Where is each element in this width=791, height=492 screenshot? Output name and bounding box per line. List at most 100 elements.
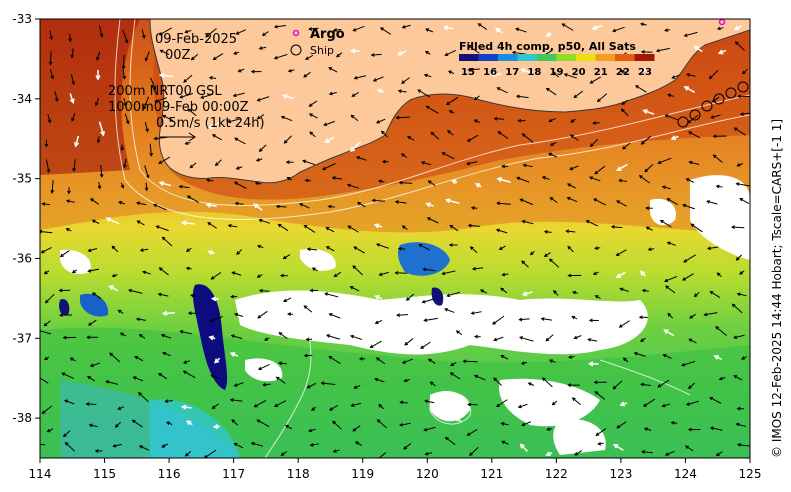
current-vector-head <box>425 202 431 208</box>
current-vector-head <box>667 312 672 317</box>
current-vector-head <box>213 358 220 364</box>
current-vector <box>281 116 293 122</box>
current-vector-head <box>563 73 568 77</box>
current-vector-head <box>375 243 381 247</box>
current-vector-head <box>449 372 454 376</box>
current-vector <box>253 203 263 211</box>
current-vector-head <box>597 441 602 446</box>
current-vector-head <box>455 330 460 334</box>
current-vector-head <box>328 355 333 360</box>
current-vector-head <box>639 270 645 276</box>
current-vector <box>309 27 319 30</box>
current-vector-head <box>489 72 496 78</box>
current-vector <box>566 230 576 233</box>
current-vector <box>139 445 150 451</box>
current-vector-head <box>96 139 101 144</box>
current-vector-head <box>346 183 351 188</box>
current-vector <box>332 177 343 180</box>
current-vector <box>641 135 652 145</box>
current-vector <box>595 391 605 400</box>
current-vector-head <box>688 160 693 165</box>
current-vector-head <box>635 85 639 89</box>
current-vector-head <box>687 427 692 432</box>
current-vector-head <box>158 180 165 186</box>
current-vector-head <box>659 219 664 224</box>
current-vector <box>90 362 100 367</box>
current-vector <box>634 352 646 357</box>
current-vector-head <box>62 433 67 438</box>
current-vector <box>123 158 127 168</box>
current-vector-head <box>548 152 553 157</box>
current-vector <box>446 96 459 105</box>
current-vector <box>276 205 287 208</box>
current-vector-head <box>587 337 592 342</box>
current-vector-head <box>447 70 452 74</box>
current-vector-head <box>594 391 599 395</box>
current-vector-head <box>325 246 330 250</box>
current-vector-head <box>304 178 309 183</box>
current-vector-head <box>50 75 55 80</box>
current-vector <box>424 74 432 78</box>
current-vector-head <box>638 315 643 320</box>
y-tick-label: -36 <box>12 251 32 265</box>
current-vector-head <box>421 299 426 304</box>
ship-symbol <box>290 44 302 56</box>
current-vector <box>574 335 582 339</box>
current-vector <box>60 250 70 257</box>
current-vector <box>687 114 699 124</box>
current-vector-head <box>467 402 471 407</box>
current-vector <box>417 89 431 98</box>
current-vector-head <box>253 403 258 408</box>
current-vector-head <box>664 114 669 118</box>
current-vector-head <box>54 97 59 103</box>
current-vector <box>499 245 506 250</box>
current-vector-head <box>670 135 676 141</box>
current-vector-head <box>693 293 698 298</box>
current-vector-head <box>619 401 625 407</box>
current-vector <box>62 372 74 380</box>
current-vector <box>550 141 557 146</box>
current-vector <box>683 254 696 263</box>
current-vector <box>182 222 195 225</box>
current-vector-head <box>687 385 692 390</box>
current-vector-head <box>519 443 525 449</box>
current-vector <box>736 254 743 261</box>
current-vector-head <box>592 121 597 125</box>
current-vector <box>445 49 456 56</box>
current-vector <box>236 249 243 255</box>
current-vector-head <box>347 225 352 229</box>
current-vector <box>377 419 387 429</box>
current-vector-head <box>403 445 408 450</box>
current-vector-head <box>671 75 676 79</box>
current-vector <box>521 260 529 268</box>
current-vector <box>642 451 653 454</box>
current-vector <box>518 403 528 408</box>
current-vector-head <box>350 114 355 119</box>
colorbar-tick-label: 17 <box>505 67 519 78</box>
current-vector <box>706 200 718 205</box>
current-vector-head <box>425 28 430 32</box>
current-vector <box>549 258 560 268</box>
current-vector <box>307 248 318 251</box>
current-vector <box>732 226 745 229</box>
current-vector-head <box>683 33 688 38</box>
current-vector <box>136 318 147 321</box>
current-vector-head <box>552 71 557 76</box>
x-axis: 114 115 116 117 118 119 120 121 122 123 124 125 <box>29 458 761 481</box>
current-vectors <box>40 22 750 458</box>
current-vector-head <box>208 124 214 129</box>
current-vector-head <box>427 180 432 184</box>
current-vector <box>422 298 435 303</box>
current-vector <box>665 114 679 121</box>
current-vector-head <box>495 27 501 33</box>
current-vector <box>737 293 747 297</box>
current-vector-head <box>593 198 598 202</box>
current-vector-head <box>706 200 711 204</box>
current-vector-head <box>211 134 216 138</box>
current-vector <box>106 217 120 225</box>
current-vector-head <box>496 177 503 182</box>
current-vector-head <box>621 101 626 105</box>
current-vector-head <box>283 139 288 144</box>
current-vector <box>144 165 149 178</box>
current-vector <box>471 311 482 314</box>
